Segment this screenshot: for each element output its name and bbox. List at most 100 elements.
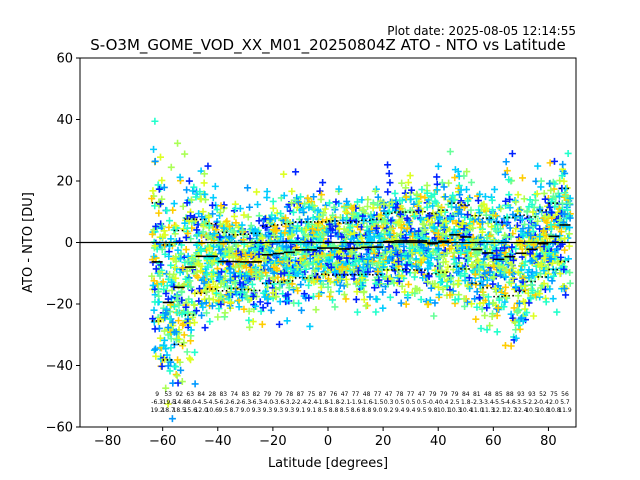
scatter-point <box>294 270 302 278</box>
scatter-point <box>316 187 324 195</box>
bin-std-label: 10.6 <box>206 407 220 414</box>
scatter-point <box>230 212 238 220</box>
scatter-point <box>192 307 200 315</box>
scatter-point <box>285 271 293 279</box>
scatter-point <box>236 270 244 278</box>
scatter-point <box>280 192 288 200</box>
bin-mean-label: 1.8 <box>461 399 471 406</box>
scatter-point <box>285 284 293 292</box>
bin-std-label: 9.2 <box>384 407 394 414</box>
scatter-point <box>168 286 176 294</box>
scatter-point <box>155 209 163 217</box>
scatter-point <box>330 203 338 211</box>
scatter-point <box>319 179 327 187</box>
scatter-point <box>288 232 296 240</box>
scatter-point <box>315 292 323 300</box>
scatter-point <box>314 255 322 263</box>
scatter-point <box>310 278 318 286</box>
scatter-point <box>170 200 178 208</box>
scatter-point <box>149 281 157 289</box>
bin-count-label: 52 <box>539 391 547 398</box>
bin-count-label: 28 <box>208 391 216 398</box>
scatter-point <box>266 215 274 223</box>
scatter-point <box>167 235 175 243</box>
scatter-point <box>327 288 335 296</box>
bin-count-label: 79 <box>451 391 459 398</box>
scatter-point <box>242 292 250 300</box>
scatter-point <box>269 289 277 297</box>
scatter-point <box>202 288 210 296</box>
bin-mean-label: 5.7 <box>560 399 570 406</box>
bin-count-label: 83 <box>219 391 227 398</box>
scatter-point <box>225 253 233 261</box>
y-tick-label: 0 <box>65 236 73 251</box>
scatter-point <box>184 229 192 237</box>
scatter-point <box>294 287 302 295</box>
scatter-point <box>158 195 166 203</box>
bin-count-label: 56 <box>561 391 569 398</box>
scatter-point <box>306 276 314 284</box>
scatter-point <box>159 233 167 241</box>
scatter-point <box>172 371 180 379</box>
scatter-point <box>286 207 294 215</box>
scatter-point <box>179 321 187 329</box>
bin-count-label: 92 <box>175 391 183 398</box>
scatter-point <box>267 264 275 272</box>
scatter-point <box>172 328 180 336</box>
bin-count-label: 48 <box>484 391 492 398</box>
scatter-point <box>232 240 240 248</box>
bin-count-label: 87 <box>297 391 305 398</box>
bin-std-label: 9.4 <box>395 407 405 414</box>
scatter-point <box>215 305 223 313</box>
scatter-point <box>162 345 170 353</box>
scatter-point <box>192 193 200 201</box>
bin-std-label: 9.3 <box>274 407 284 414</box>
bin-count-label: 81 <box>473 391 481 398</box>
scatter-point <box>193 268 201 276</box>
scatter-point <box>222 219 230 227</box>
scatter-point <box>313 275 321 283</box>
scatter-point <box>149 187 157 195</box>
scatter-point <box>225 243 233 251</box>
scatter-point <box>154 181 162 189</box>
scatter-point <box>161 314 169 322</box>
scatter-point <box>160 285 168 293</box>
scatter-point <box>176 237 184 245</box>
scatter-point <box>164 324 172 332</box>
scatter-point <box>305 294 313 302</box>
scatter-point <box>208 272 216 280</box>
scatter-point <box>160 183 168 191</box>
scatter-points <box>148 117 574 423</box>
scatter-point <box>151 242 159 250</box>
scatter-point <box>277 210 285 218</box>
scatter-point <box>305 281 313 289</box>
scatter-point <box>270 269 278 277</box>
scatter-point <box>262 256 270 264</box>
scatter-point <box>332 259 340 267</box>
scatter-point <box>257 307 265 315</box>
scatter-point <box>293 263 301 271</box>
bin-std-label: 9.0 <box>373 407 383 414</box>
scatter-point <box>302 226 310 234</box>
scatter-point <box>247 268 255 276</box>
bin-std-label: 11.9 <box>558 407 572 414</box>
scatter-point <box>238 226 246 234</box>
scatter-point <box>283 264 291 272</box>
bin-std-label: 9.1 <box>296 407 306 414</box>
x-tick-label: 60 <box>485 434 502 449</box>
bin-mean-label: 0.5 <box>406 399 416 406</box>
scatter-point <box>187 196 195 204</box>
scatter-point <box>291 196 299 204</box>
y-tick-label: −60 <box>46 421 73 436</box>
scatter-point <box>162 384 170 392</box>
bin-std-label: 9.3 <box>252 407 262 414</box>
bin-count-label: 84 <box>462 391 470 398</box>
bin-mean-label: 0.4 <box>439 399 449 406</box>
scatter-point <box>260 289 268 297</box>
scatter-point <box>167 163 175 171</box>
scatter-point <box>262 269 270 277</box>
scatter-point <box>297 193 305 201</box>
scatter-point <box>277 270 285 278</box>
bin-std-label: 9.4 <box>406 407 416 414</box>
